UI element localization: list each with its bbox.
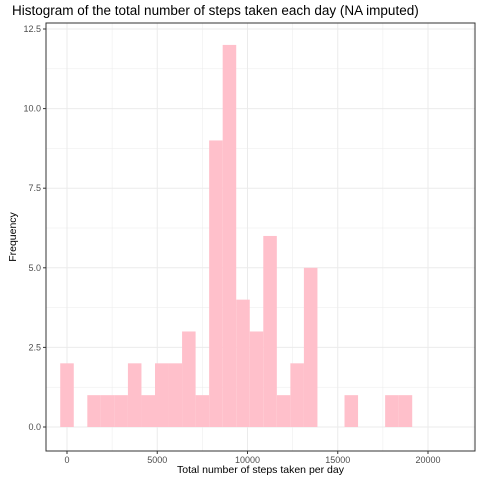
histogram-bar: [263, 235, 277, 427]
histogram-bar: [276, 395, 291, 427]
histogram-bar: [290, 363, 304, 427]
y-tick-label: 7.5: [28, 183, 41, 193]
y-axis-ticks: 0.0 2.5 5.0 7.5 10.0 12.5: [23, 24, 46, 432]
histogram-bar: [398, 395, 413, 427]
histogram-bar: [141, 395, 155, 427]
y-tick-label: 12.5: [23, 24, 41, 34]
histogram-bar: [100, 395, 115, 427]
x-tick-label: 5000: [147, 455, 167, 465]
y-tick-label: 0.0: [28, 422, 41, 432]
histogram-bar: [182, 331, 196, 427]
histogram-bar: [168, 363, 183, 427]
histogram-bars: [60, 44, 413, 428]
x-tick-label: 15000: [325, 455, 350, 465]
x-tick-label: 0: [64, 455, 69, 465]
y-tick-label: 10.0: [23, 104, 41, 114]
histogram-bar: [114, 395, 128, 427]
histogram-bar: [209, 140, 223, 427]
y-tick-label: 2.5: [28, 342, 41, 352]
histogram-bar: [236, 299, 250, 427]
histogram-bar: [344, 395, 359, 427]
chart-title: Histogram of the total number of steps t…: [12, 3, 419, 18]
histogram-bar: [87, 395, 101, 427]
x-axis-label: Total number of steps taken per day: [177, 464, 345, 476]
histogram-bar: [127, 363, 142, 427]
histogram-bar: [303, 267, 318, 427]
y-axis-label: Frequency: [7, 211, 19, 261]
x-tick-label: 20000: [415, 455, 440, 465]
histogram-bar: [154, 363, 169, 427]
histogram-bar: [60, 363, 74, 427]
histogram-bar: [195, 395, 210, 427]
histogram-bar: [385, 395, 399, 427]
histogram-bar: [222, 44, 237, 428]
x-tick-label: 10000: [235, 455, 260, 465]
x-axis-ticks: 0 5000 10000 15000 20000: [64, 451, 441, 465]
plot-panel-border: [45, 22, 476, 452]
y-tick-label: 5.0: [28, 263, 41, 273]
histogram-bar: [249, 331, 264, 427]
